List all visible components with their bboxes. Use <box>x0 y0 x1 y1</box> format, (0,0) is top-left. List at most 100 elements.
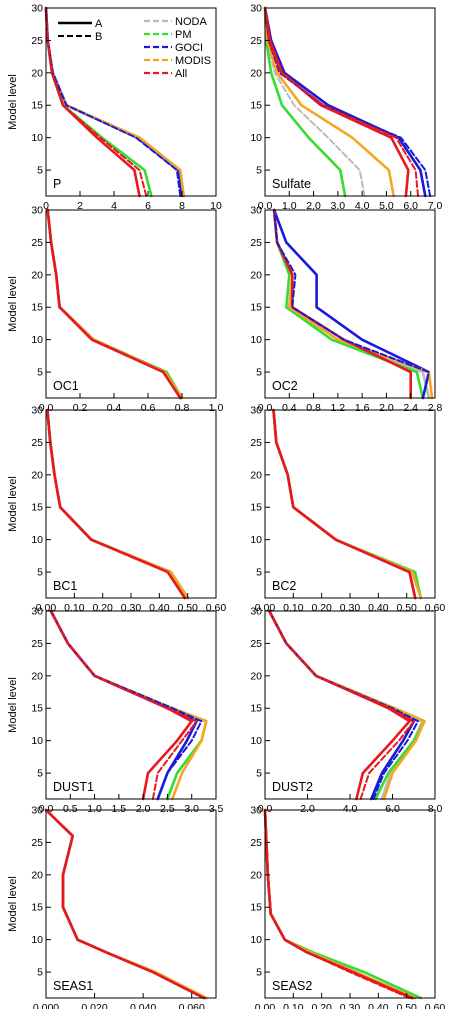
y-tick-label: 15 <box>250 302 262 314</box>
series-all-b <box>264 809 411 999</box>
x-tick-label: 0.0 <box>258 402 273 414</box>
x-tick-label: 8.0 <box>428 803 443 815</box>
x-tick-label: 3.0 <box>184 803 199 815</box>
y-tick-label: 25 <box>31 237 43 249</box>
y-axis-label: Model level <box>7 677 19 733</box>
series-modis-a <box>272 408 423 600</box>
y-tick-label: 25 <box>31 638 43 650</box>
panel-seas1: 5 10 15 20 25 30 0.000 0.020 0.040 0.060 SEAS1 Mode… <box>7 805 217 1009</box>
series-noda-a <box>272 408 423 600</box>
x-tick-label: 0.20 <box>311 1002 332 1009</box>
y-tick-label: 5 <box>256 165 262 177</box>
x-tick-label: 2.4 <box>403 402 418 414</box>
y-tick-label: 20 <box>250 469 262 481</box>
panel-sulfate: 5 10 15 20 25 30 0.0 1.0 2.0 3.0 4.0 5.0 6.0 7.0 Sulfa… <box>250 3 442 213</box>
panel-label: DUST1 <box>53 780 94 794</box>
y-tick-label: 5 <box>256 567 262 579</box>
panel-p: 5 10 15 20 25 30 0 2 4 6 8 10 P Model level <box>7 3 222 213</box>
y-tick-label: 20 <box>250 869 262 881</box>
y-tick-label: 15 <box>250 100 262 112</box>
y-tick-label: 10 <box>31 735 43 747</box>
series-all-a <box>44 808 206 1000</box>
x-tick-label: 4.0 <box>343 803 358 815</box>
y-tick-label: 10 <box>31 334 43 346</box>
y-tick-label: 20 <box>31 469 43 481</box>
x-tick-label: 1.2 <box>331 402 346 414</box>
series-goci-b <box>264 7 432 197</box>
x-tick-label: 1.0 <box>87 803 102 815</box>
y-tick-label: 30 <box>250 405 262 417</box>
x-tick-label: 0.8 <box>306 402 321 414</box>
x-tick-label: 0.10 <box>283 1002 304 1009</box>
x-tick-label: 0.60 <box>425 1002 446 1009</box>
x-tick-label: 1.5 <box>112 803 127 815</box>
panel-label: OC1 <box>53 379 79 393</box>
y-tick-label: 30 <box>31 205 43 217</box>
x-tick-label: 2.8 <box>428 402 443 414</box>
x-tick-label: 2.0 <box>300 803 315 815</box>
legend-experiment-label: MODIS <box>175 55 211 67</box>
y-tick-label: 30 <box>250 205 262 217</box>
panel-label: BC2 <box>272 579 296 593</box>
y-axis-label: Model level <box>7 876 19 932</box>
series-noda-a <box>263 808 417 1000</box>
y-axis-label: Model level <box>7 476 19 532</box>
series-modis-a <box>263 808 417 1000</box>
x-tick-label: 7.0 <box>428 200 443 212</box>
x-tick-label: 5.0 <box>379 200 394 212</box>
series-goci-a <box>263 808 414 1000</box>
x-tick-label: 0.40 <box>149 602 170 614</box>
x-tick-label: 0.0 <box>258 200 273 212</box>
x-tick-label: 0.30 <box>340 1002 361 1009</box>
y-tick-label: 5 <box>37 567 43 579</box>
series-all-b <box>49 610 198 800</box>
y-tick-label: 10 <box>250 132 262 144</box>
x-tick-label: 0.10 <box>283 602 304 614</box>
series-all-b <box>268 610 415 800</box>
plot-frame <box>45 209 217 399</box>
y-tick-label: 20 <box>250 269 262 281</box>
y-tick-label: 5 <box>256 367 262 379</box>
y-tick-label: 25 <box>250 237 262 249</box>
y-tick-label: 5 <box>256 768 262 780</box>
y-tick-label: 10 <box>31 534 43 546</box>
series-goci-a <box>263 6 427 198</box>
series-modis-a <box>49 609 208 801</box>
x-tick-label: 6.0 <box>403 200 418 212</box>
series-goci-a <box>49 609 198 801</box>
series-noda-a <box>268 609 424 801</box>
y-tick-label: 20 <box>31 67 43 79</box>
y-tick-label: 15 <box>250 502 262 514</box>
y-tick-label: 25 <box>31 437 43 449</box>
y-tick-label: 25 <box>250 35 262 47</box>
x-tick-label: 2 <box>77 200 83 212</box>
x-tick-label: 0.0 <box>39 402 54 414</box>
x-tick-label: 6.0 <box>385 803 400 815</box>
series-all-a <box>272 208 412 400</box>
y-tick-label: 10 <box>250 934 262 946</box>
x-tick-label: 0.50 <box>177 602 198 614</box>
x-tick-label: 0.10 <box>64 602 85 614</box>
y-tick-label: 25 <box>250 638 262 650</box>
x-tick-label: 2.0 <box>306 200 321 212</box>
x-tick-label: 1.6 <box>355 402 370 414</box>
y-axis-label: Model level <box>7 276 19 332</box>
series-pm-a <box>272 208 425 400</box>
y-tick-label: 20 <box>31 670 43 682</box>
legend-experiment-label: NODA <box>175 16 207 28</box>
y-tick-label: 15 <box>31 100 43 112</box>
x-tick-label: 3.5 <box>209 803 224 815</box>
y-tick-label: 10 <box>31 934 43 946</box>
y-tick-label: 25 <box>250 437 262 449</box>
series-all-a <box>272 408 417 600</box>
series-noda-a <box>44 808 208 1000</box>
y-tick-label: 10 <box>250 334 262 346</box>
y-tick-label: 20 <box>250 67 262 79</box>
series-goci-a <box>44 808 206 1000</box>
x-tick-label: 2.5 <box>160 803 175 815</box>
